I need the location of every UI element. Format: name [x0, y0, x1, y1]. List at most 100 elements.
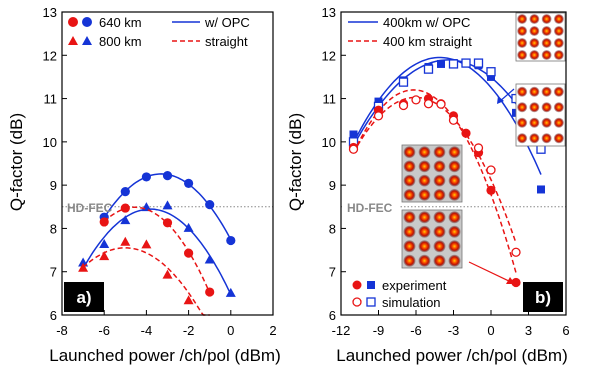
constellation-point — [418, 146, 431, 159]
data-point — [348, 144, 359, 154]
y-axis-label: Q-factor (dB) — [7, 113, 26, 211]
constellation-point — [418, 188, 431, 201]
panel-a: Q-factor (dB) Launched power /ch/pol (dB… — [7, 5, 281, 365]
constellation-diagram — [401, 144, 463, 203]
constellation-diagram — [515, 12, 566, 62]
panel-b: Q-factor (dB) Launched power /ch/pol (dB… — [286, 5, 570, 365]
constellation-point — [516, 86, 528, 97]
data-point — [437, 59, 445, 68]
panel-a-label: a) — [76, 288, 91, 307]
legend-640-label: 640 km — [99, 15, 142, 30]
y-axis-label: Q-factor (dB) — [286, 113, 305, 211]
fit-curve — [352, 59, 542, 146]
constellation-point — [541, 13, 552, 25]
x-tick-label: -2 — [183, 323, 195, 338]
x-tick-label: 2 — [269, 323, 276, 338]
data-point — [398, 77, 409, 87]
constellation-point — [403, 188, 416, 201]
constellation-point — [529, 13, 540, 25]
inset-arrowhead — [506, 277, 515, 284]
constellation-point — [403, 211, 416, 224]
constellation-point — [517, 49, 528, 61]
legend-experiment-square — [367, 281, 375, 289]
constellation-point — [448, 188, 461, 201]
x-axis-label: Launched power /ch/pol (dBm) — [49, 346, 281, 365]
constellation-point — [541, 133, 552, 144]
data-point — [120, 203, 130, 213]
data-point — [204, 254, 215, 264]
data-point — [162, 218, 173, 228]
constellation-point — [553, 117, 565, 128]
constellation-point — [448, 254, 461, 267]
x-tick-label: -12 — [332, 323, 351, 338]
legend-800-blue-triangle — [82, 36, 92, 45]
data-point — [205, 200, 215, 210]
constellation-point — [418, 211, 431, 224]
data-point — [511, 247, 521, 257]
x-tick-label: -8 — [56, 323, 68, 338]
data-point — [486, 165, 496, 175]
constellation-point — [516, 102, 528, 113]
data-point — [183, 222, 194, 232]
constellation-point — [517, 13, 528, 25]
data-point — [486, 67, 496, 77]
constellation-point — [433, 254, 446, 267]
constellation-point — [553, 133, 565, 144]
constellation-point — [541, 49, 552, 61]
y-tick-label: 7 — [50, 265, 57, 280]
hd-fec-label-group: HD-FEC — [67, 201, 113, 215]
panel-b-y-label: Q-factor (dB) — [286, 113, 305, 211]
hd-fec-label-group: HD-FEC — [342, 200, 400, 215]
data-point — [120, 187, 130, 197]
data-point — [183, 295, 194, 305]
data-point — [461, 58, 471, 68]
data-point — [349, 130, 358, 139]
data-point — [536, 144, 546, 154]
constellation-point — [433, 225, 446, 238]
constellation-point — [529, 86, 540, 97]
legend-opc-label: 400km w/ OPC — [383, 15, 470, 30]
y-tick-label: 12 — [43, 48, 57, 63]
constellation-point — [448, 240, 461, 253]
y-tick-label: 7 — [329, 265, 336, 280]
data-point — [423, 64, 434, 74]
constellation-point — [418, 254, 431, 267]
constellation-point — [433, 211, 446, 224]
panel-b-label: b) — [535, 288, 551, 307]
legend-simulation-square — [366, 297, 376, 307]
x-tick-label: -3 — [448, 323, 460, 338]
constellation-point — [418, 174, 431, 187]
panel-a-frame — [61, 11, 274, 316]
constellation-point — [433, 174, 446, 187]
panel-a-ticks: -8 -6 -4 -2 0 2 6 7 8 9 10 11 12 13 — [43, 5, 277, 338]
fit-curve — [352, 96, 517, 244]
constellation-point — [418, 240, 431, 253]
legend-simulation-label: simulation — [382, 295, 441, 310]
hd-fec-label: HD-FEC — [347, 201, 393, 215]
panel-b-legend-bottom: experiment simulation — [352, 278, 447, 310]
constellation-point — [418, 160, 431, 173]
legend-opc-label: w/ OPC — [204, 15, 250, 30]
constellation-point — [433, 146, 446, 159]
constellation-point — [448, 225, 461, 238]
constellation-diagram — [515, 83, 566, 147]
x-tick-label: -9 — [373, 323, 385, 338]
x-tick-label: 0 — [227, 323, 234, 338]
constellation-point — [448, 211, 461, 224]
hd-fec-label: HD-FEC — [67, 201, 113, 215]
legend-experiment-label: experiment — [382, 278, 447, 293]
constellation-point — [517, 37, 528, 49]
x-tick-label: -6 — [410, 323, 422, 338]
y-tick-label: 10 — [322, 135, 336, 150]
data-point — [120, 215, 131, 225]
legend-simulation-circle — [352, 297, 362, 307]
inset-arrow — [468, 261, 512, 283]
constellation-point — [517, 25, 528, 37]
panel-a-legend: 640 km 800 km w/ OPC straight — [68, 15, 250, 49]
data-point — [448, 59, 459, 69]
data-point — [411, 95, 421, 105]
constellation-point — [516, 133, 528, 144]
y-tick-label: 8 — [329, 221, 336, 236]
constellation-point — [448, 160, 461, 173]
